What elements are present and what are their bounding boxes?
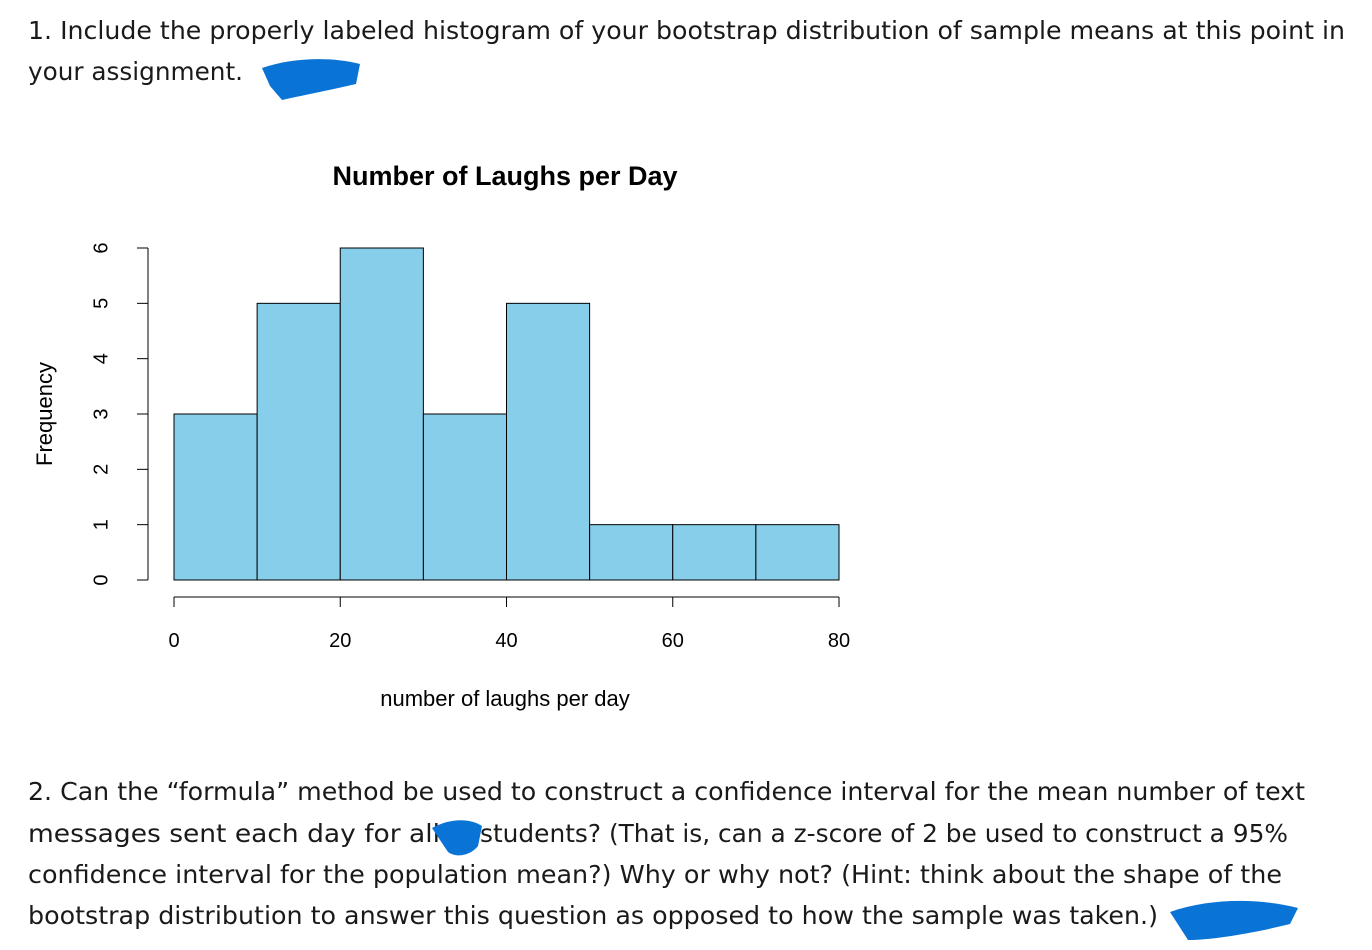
redaction	[432, 820, 482, 856]
bar	[173, 413, 258, 581]
bar	[256, 302, 341, 581]
bar	[589, 524, 674, 581]
x-tick-label: 0	[168, 630, 179, 652]
x-tick-label: 40	[495, 630, 517, 652]
question-text: your assignment.	[28, 57, 243, 86]
question-text: bootstrap distribution to answer this qu…	[28, 901, 1158, 930]
bar	[672, 524, 757, 581]
y-tick-label: 4	[90, 353, 112, 364]
x-tick-label: 60	[662, 630, 684, 652]
redaction	[262, 59, 360, 100]
redaction	[1170, 900, 1298, 940]
x-tick-label: 80	[828, 630, 850, 652]
y-axis-label: Frequency	[32, 362, 57, 466]
chart-title: Number of Laughs per Day	[332, 161, 677, 191]
y-tick-label: 6	[90, 242, 112, 253]
y-tick-label: 3	[90, 408, 112, 419]
question-text: 1. Include the properly labeled histogra…	[28, 16, 1345, 45]
x-axis-label: number of laughs per day	[380, 686, 630, 711]
question-text: students? (That is, can a z-score of 2 b…	[480, 819, 1288, 848]
bar	[422, 413, 507, 581]
y-tick-label: 0	[90, 574, 112, 585]
question-text: 2. Can the “formula” method be used to c…	[28, 777, 1305, 806]
bar	[506, 302, 591, 581]
question-text: confidence interval for the population m…	[28, 860, 1282, 889]
question-text: messages sent each day for all	[28, 819, 440, 848]
bar	[339, 247, 424, 581]
y-tick-label: 1	[90, 519, 112, 530]
y-tick-label: 2	[90, 464, 112, 475]
x-tick-label: 20	[329, 630, 351, 652]
y-tick-label: 5	[90, 298, 112, 309]
bar	[755, 524, 840, 581]
